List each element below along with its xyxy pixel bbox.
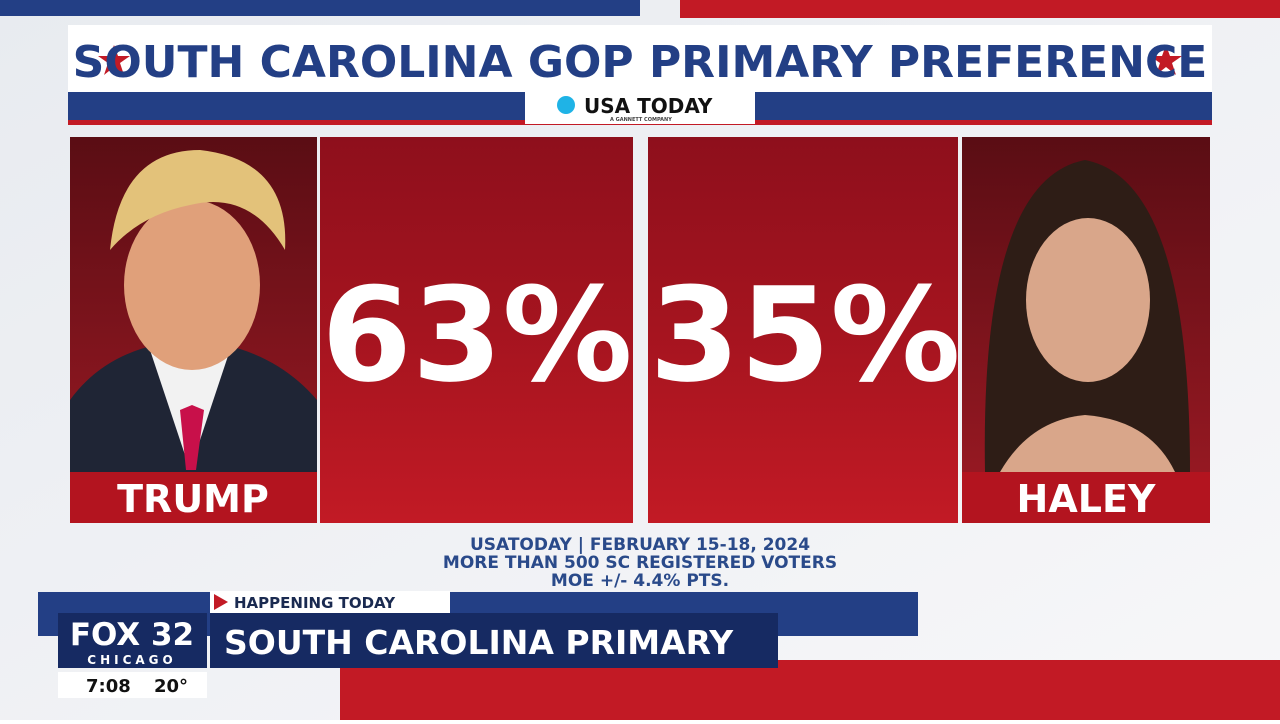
photo-hair [110,150,286,250]
time: 7:08 [86,676,131,697]
kicker-arrow [214,594,228,610]
logo-sub: A GANNETT COMPANY [610,117,672,123]
bottom-stripe [340,660,1280,720]
star [1150,45,1182,75]
source-line: USATODAY | FEBRUARY 15-18, 2024 [470,535,810,555]
station-name: FOX 32 [70,617,194,653]
photo-neck [1000,415,1175,472]
temperature: 20° [154,676,188,697]
station-box [58,613,207,668]
logo-dot [557,96,575,114]
headline-box [210,613,778,668]
share-panel [648,137,958,523]
kicker-box [210,591,450,613]
source-line: MOE +/- 4.4% PTS. [551,571,729,591]
title: SOUTH CAROLINA GOP PRIMARY PREFERENCE [73,37,1208,88]
candidate-name: TRUMP [117,477,269,521]
star [98,45,130,75]
name-bar [70,472,317,523]
share: 35% [649,259,960,411]
top-stripe [0,0,640,16]
photo-tie [180,405,204,470]
name-bar [962,472,1210,523]
source-line: MORE THAN 500 SC REGISTERED VOTERS [443,553,837,573]
share-panel [320,137,633,523]
station-city: CHICAGO [87,653,176,667]
top-stripe [680,0,1280,18]
headline: SOUTH CAROLINA PRIMARY [224,623,734,662]
candidate-name: HALEY [1017,477,1156,521]
photo-face [124,200,260,370]
photo-face [1026,218,1150,382]
info-bar [58,672,207,698]
kicker: HAPPENING TODAY [234,594,396,612]
logo: USA TODAY [584,94,713,118]
share: 63% [321,259,632,411]
title-banner [68,25,1212,93]
